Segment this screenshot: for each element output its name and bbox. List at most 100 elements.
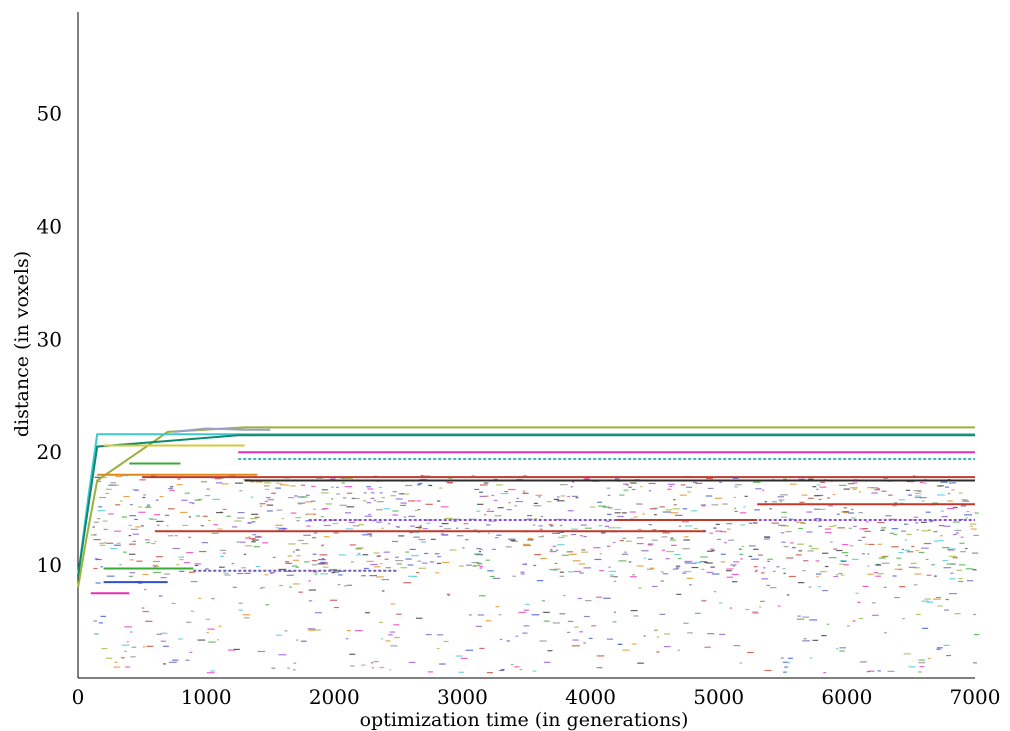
noise-dot — [636, 565, 644, 567]
noise-dot — [752, 522, 758, 524]
noise-dot — [906, 533, 912, 536]
noise-dot — [559, 484, 568, 486]
noise-dot — [860, 661, 867, 663]
noise-dot — [237, 511, 245, 514]
noise-dot — [547, 650, 553, 652]
noise-dot — [272, 556, 276, 558]
noise-dot — [778, 605, 781, 607]
noise-dot — [777, 524, 786, 526]
noise-dot — [292, 559, 300, 561]
noise-dot — [250, 481, 255, 483]
noise-dot — [572, 495, 578, 497]
noise-dot — [277, 529, 285, 531]
noise-dot — [106, 575, 115, 577]
noise-dot — [888, 494, 893, 496]
noise-dot — [491, 548, 497, 551]
noise-dot — [206, 631, 209, 634]
noise-dot — [909, 519, 917, 521]
noise-dot — [188, 571, 195, 573]
noise-dot — [379, 492, 383, 494]
noise-dot — [400, 502, 407, 504]
noise-dot — [894, 502, 898, 504]
noise-dot — [465, 539, 469, 541]
noise-dot — [748, 522, 753, 524]
noise-dot — [572, 560, 581, 562]
noise-dot — [345, 512, 352, 514]
noise-dot — [669, 485, 673, 487]
noise-dot — [724, 542, 727, 544]
noise-dot — [583, 535, 587, 538]
noise-dot — [960, 505, 967, 507]
noise-dot — [446, 482, 453, 484]
noise-dot — [124, 626, 133, 628]
noise-dot — [609, 574, 614, 576]
noise-dot — [970, 525, 973, 527]
noise-dot — [205, 618, 210, 621]
noise-dot — [636, 537, 644, 539]
noise-dot — [379, 621, 383, 624]
noise-dot — [734, 510, 738, 512]
noise-dot — [923, 542, 932, 545]
noise-dot — [473, 529, 478, 531]
noise-dot — [631, 643, 637, 645]
noise-dot — [174, 535, 178, 537]
noise-dot — [449, 549, 457, 551]
noise-dot — [254, 516, 260, 518]
noise-dot — [479, 647, 485, 650]
noise-dot — [782, 661, 788, 663]
noise-dot — [926, 574, 932, 576]
noise-dot — [522, 543, 530, 546]
noise-dot — [754, 571, 757, 573]
noise-dot — [780, 657, 784, 659]
noise-dot — [932, 598, 941, 600]
noise-dot — [901, 548, 904, 551]
noise-dot — [771, 522, 779, 524]
noise-dot — [588, 637, 593, 640]
noise-dot — [184, 492, 190, 494]
noise-dot — [364, 515, 372, 517]
noise-dot — [279, 584, 284, 587]
noise-dot — [711, 504, 719, 506]
noise-dot — [637, 662, 644, 664]
noise-dot — [867, 573, 874, 575]
noise-dot — [393, 624, 400, 626]
noise-dot — [177, 478, 181, 480]
noise-dot — [455, 527, 459, 529]
noise-dot — [287, 496, 294, 499]
noise-dot — [368, 513, 371, 516]
noise-dot — [739, 662, 743, 664]
noise-dot — [458, 565, 464, 567]
noise-dot — [338, 554, 346, 556]
noise-dot — [293, 583, 300, 585]
noise-dot — [354, 630, 363, 632]
noise-dot — [128, 524, 132, 527]
noise-dot — [596, 667, 603, 669]
noise-dot — [581, 551, 589, 553]
noise-dot — [779, 494, 788, 496]
noise-dot — [850, 517, 854, 519]
noise-dot — [929, 521, 933, 523]
noise-dot — [654, 514, 657, 516]
noise-dot — [493, 499, 498, 502]
noise-dot — [617, 643, 621, 645]
noise-dot — [202, 515, 208, 517]
noise-dot — [300, 484, 306, 486]
noise-dot — [695, 482, 703, 484]
noise-dot — [439, 487, 443, 489]
noise-dot — [317, 562, 324, 565]
noise-dot — [260, 505, 263, 507]
noise-dot — [802, 570, 806, 572]
noise-dot — [659, 506, 665, 508]
noise-dot — [745, 608, 750, 611]
noise-dot — [685, 486, 693, 488]
noise-dot — [914, 573, 922, 575]
noise-dot — [973, 534, 979, 537]
noise-dot — [763, 536, 771, 538]
noise-dot — [918, 662, 926, 664]
noise-dot — [939, 535, 943, 537]
noise-dot — [864, 530, 871, 532]
noise-dot — [684, 560, 693, 563]
noise-dot — [676, 567, 680, 569]
noise-dot — [497, 507, 504, 509]
noise-dot — [880, 529, 885, 531]
